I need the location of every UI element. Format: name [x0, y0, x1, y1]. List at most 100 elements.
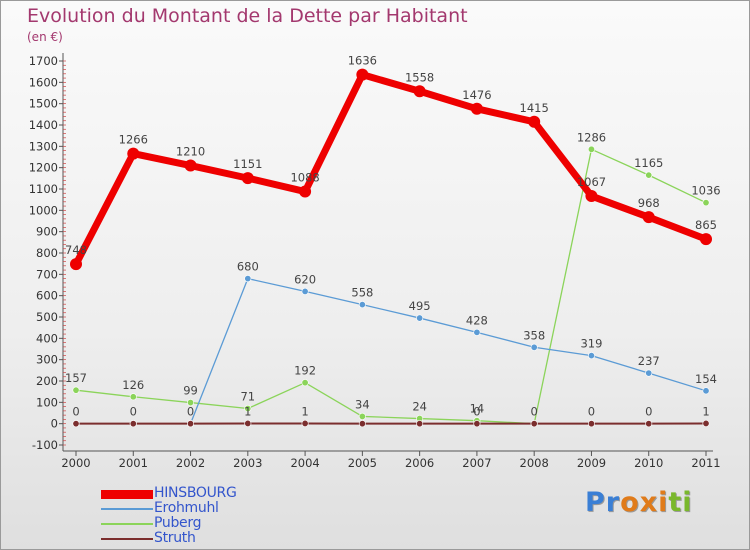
data-point-erohmuhl — [645, 369, 653, 377]
data-point-hinsbourg — [241, 172, 254, 185]
y-tick-label: 200 — [36, 374, 58, 388]
data-label-struth: 1 — [702, 404, 709, 418]
y-tick-label: 1200 — [29, 161, 58, 175]
data-point-struth — [587, 420, 595, 428]
data-label-erohmuhl: 358 — [523, 328, 545, 342]
data-point-puberg — [587, 145, 595, 153]
data-label-erohmuhl: 495 — [409, 299, 431, 313]
chart-title: Evolution du Montant de la Dette par Hab… — [27, 5, 468, 27]
data-label-puberg: 14 — [470, 402, 485, 416]
data-point-puberg — [244, 405, 252, 413]
logo-letter: r — [605, 487, 621, 518]
data-point-struth — [244, 419, 252, 427]
data-label-puberg: 34 — [355, 397, 370, 411]
x-tick-label: 2000 — [61, 456, 90, 470]
data-point-hinsbourg — [470, 102, 483, 115]
data-point-struth — [72, 420, 80, 428]
data-label-erohmuhl: 428 — [466, 313, 488, 327]
logo-letter: i — [682, 487, 693, 518]
data-point-puberg — [187, 399, 195, 407]
data-point-erohmuhl — [244, 275, 252, 283]
y-tick-label: 700 — [36, 267, 58, 281]
data-label-puberg: 99 — [183, 384, 198, 398]
data-point-erohmuhl — [530, 343, 538, 351]
data-point-erohmuhl — [358, 301, 366, 309]
y-tick-label: -100 — [32, 438, 58, 452]
data-label-hinsbourg: 968 — [638, 196, 660, 210]
data-point-struth — [645, 420, 653, 428]
logo-letter: t — [668, 487, 683, 518]
data-point-struth — [416, 420, 424, 428]
data-label-erohmuhl: 680 — [237, 260, 259, 274]
data-label-hinsbourg: 748 — [65, 243, 87, 257]
data-point-hinsbourg — [585, 190, 598, 203]
data-point-struth — [358, 420, 366, 428]
data-point-hinsbourg — [356, 68, 369, 81]
data-label-erohmuhl: 620 — [294, 272, 316, 286]
data-label-hinsbourg: 1266 — [119, 133, 148, 147]
data-label-erohmuhl: 154 — [695, 372, 717, 386]
data-label-struth: 0 — [531, 405, 538, 419]
data-point-puberg — [129, 393, 137, 401]
y-tick-label: 600 — [36, 289, 58, 303]
data-label-struth: 0 — [588, 405, 595, 419]
x-tick-label: 2007 — [462, 456, 491, 470]
legend-label: HINSBOURG — [154, 485, 237, 501]
data-label-erohmuhl: 319 — [580, 337, 602, 351]
logo-letter: o — [620, 487, 640, 518]
data-label-hinsbourg: 865 — [695, 218, 717, 232]
data-label-puberg: 192 — [294, 364, 316, 378]
y-tick-label: 1500 — [29, 97, 58, 111]
data-label-puberg: 126 — [122, 378, 144, 392]
data-point-hinsbourg — [642, 211, 655, 224]
data-label-struth: 0 — [72, 405, 79, 419]
logo-letter: P — [585, 487, 606, 518]
data-point-erohmuhl — [702, 387, 710, 395]
y-tick-label: 1000 — [29, 203, 58, 217]
data-point-struth — [301, 419, 309, 427]
y-tick-label: 900 — [36, 225, 58, 239]
data-label-puberg: 1286 — [577, 130, 606, 144]
data-label-struth: 1 — [301, 404, 308, 418]
data-point-erohmuhl — [587, 352, 595, 360]
y-tick-label: 300 — [36, 353, 58, 367]
data-point-struth — [702, 419, 710, 427]
x-tick-label: 2002 — [176, 456, 205, 470]
y-tick-label: 1300 — [29, 139, 58, 153]
y-tick-label: 1100 — [29, 182, 58, 196]
data-point-hinsbourg — [299, 185, 312, 198]
logo-letter: x — [639, 487, 659, 518]
logo-letter: i — [658, 487, 669, 518]
data-label-hinsbourg: 1558 — [405, 70, 434, 84]
data-point-struth — [530, 420, 538, 428]
data-point-puberg — [702, 199, 710, 207]
data-point-puberg — [72, 386, 80, 394]
legend-swatch — [101, 538, 153, 540]
data-point-hinsbourg — [70, 258, 82, 271]
chart-subtitle: (en €) — [27, 30, 63, 44]
data-label-struth: 0 — [645, 405, 652, 419]
data-point-erohmuhl — [416, 314, 424, 322]
x-tick-label: 2008 — [520, 456, 549, 470]
x-tick-label: 2005 — [348, 456, 377, 470]
x-tick-label: 2011 — [691, 456, 720, 470]
data-label-puberg: 1165 — [634, 156, 663, 170]
data-label-hinsbourg: 1210 — [176, 145, 205, 159]
legend-label: Erohmuhl — [154, 500, 219, 516]
data-label-hinsbourg: 1476 — [462, 88, 491, 102]
data-label-hinsbourg: 1415 — [520, 101, 549, 115]
data-label-erohmuhl: 237 — [638, 354, 660, 368]
x-tick-label: 2010 — [634, 456, 663, 470]
x-tick-label: 2006 — [405, 456, 434, 470]
legend-label: Puberg — [154, 515, 202, 531]
data-point-puberg — [358, 412, 366, 420]
data-point-hinsbourg — [127, 147, 140, 160]
data-label-hinsbourg: 1636 — [348, 54, 377, 68]
y-tick-label: 1400 — [29, 118, 58, 132]
y-tick-label: 0 — [51, 417, 58, 431]
y-tick-label: 400 — [36, 331, 58, 345]
data-label-struth: 0 — [473, 405, 480, 419]
data-label-hinsbourg: 1088 — [290, 171, 319, 185]
